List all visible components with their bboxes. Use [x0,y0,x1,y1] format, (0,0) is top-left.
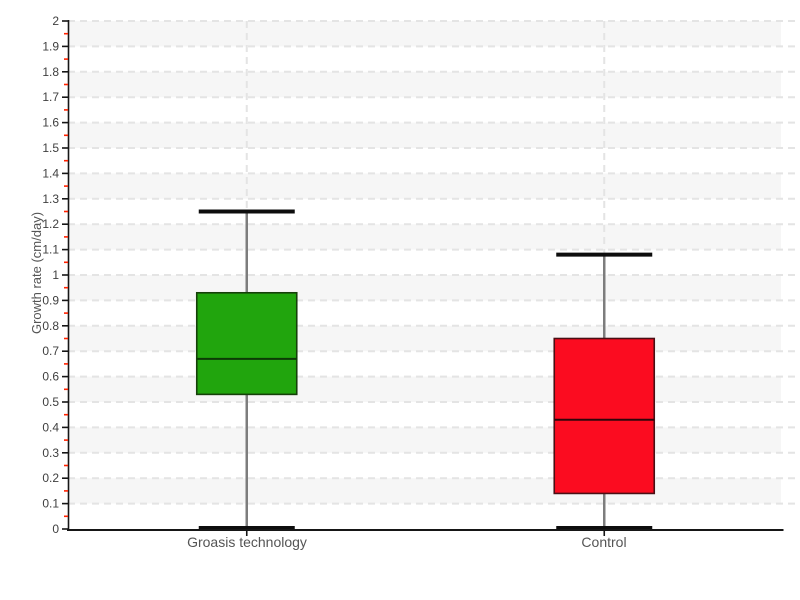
grid-band [68,478,781,504]
y-tick-label: 0.1 [42,497,59,511]
box-control [553,337,656,495]
grid-band [68,173,781,199]
y-tick-label: 0.3 [42,446,59,460]
grid-band [68,325,781,352]
y-tick-label: 1.9 [42,39,59,53]
y-tick-label: 0.9 [42,293,59,307]
grid-band [68,224,781,250]
grid-band [68,275,781,301]
y-tick-label: 1.4 [42,166,59,180]
grid-band [68,376,781,402]
y-tick-label: 1 [52,268,59,282]
box-groasis-technology [195,291,298,396]
y-tick-label: 0.4 [42,420,59,434]
y-tick-label: 0.6 [42,370,59,384]
y-tick-label: 1.8 [42,65,59,79]
y-tick-label: 1.3 [42,192,59,206]
grid-band [68,21,781,47]
y-tick-label: 1.6 [42,116,59,130]
grid-band [68,71,781,98]
y-tick-label: 1.5 [42,141,59,155]
y-tick-label: 0.5 [42,395,59,409]
y-tick-label: 1.1 [42,243,59,257]
grid-band [68,122,781,148]
y-tick-label: 1.7 [42,90,59,104]
y-tick-label: 0.8 [42,319,59,333]
y-tick-label: 0.7 [42,344,59,358]
y-tick-label: 0.2 [42,471,59,485]
y-tick-label: 1.2 [42,217,59,231]
y-tick-label: 0 [52,522,59,536]
y-tick-label: 2 [52,14,59,28]
grid-band [68,427,781,453]
